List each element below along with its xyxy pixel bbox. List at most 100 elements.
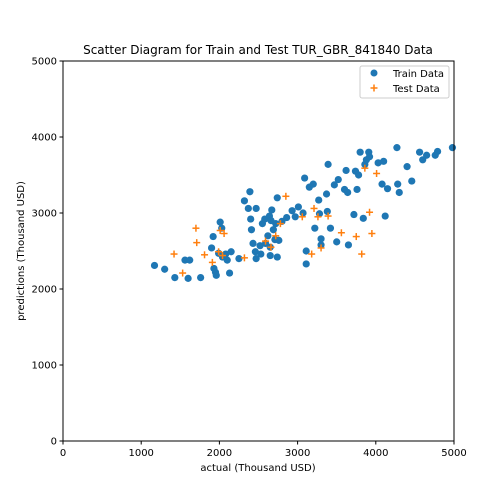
test-data-point [219,252,227,260]
train-data-point [315,196,323,204]
test-data-point [220,230,228,238]
x-axis-label: actual (Thousand USD) [200,463,315,474]
train-data-point [408,177,416,185]
train-data-point [252,255,260,263]
train-data-point [161,265,169,273]
train-data-point [225,269,234,277]
train-data-point [288,207,296,215]
train-data-point [294,203,302,211]
train-data-point [291,213,299,221]
train-data-point [322,190,331,198]
train-data-point [273,253,281,261]
train-data-point [323,207,331,216]
train-data-point [268,206,276,214]
train-data-point [344,241,353,249]
train-data-point [150,261,159,270]
test-data-point [314,213,322,221]
train-data-point [197,274,205,282]
test-data-point [276,220,284,228]
train-data-point [423,151,431,159]
test-data-point [216,226,224,234]
test-data-point [208,258,216,266]
train-data-point [223,256,231,264]
train-data-point [330,181,338,189]
train-data-point [317,235,325,243]
y-axis-label: predictions (Thousand USD) [16,181,27,321]
train-data-point [207,244,216,252]
train-data-point [184,274,192,282]
test-data-point [201,251,209,259]
y-tick-label: 1000 [32,361,57,372]
train-data-point [216,218,224,226]
chart-title: Scatter Diagram for Train and Test TUR_G… [83,43,433,57]
train-data-point [381,212,389,220]
train-data-point [171,274,179,282]
train-data-point [334,175,342,184]
train-data-point [326,224,335,232]
test-data-point [267,243,275,251]
train-data-point [244,204,252,213]
train-data-point [256,242,264,250]
train-data-point [227,248,235,256]
y-tick-label: 5000 [32,57,57,68]
train-data-point [354,171,363,179]
train-data-point [247,215,255,223]
train-data-point [333,238,341,246]
train-data-point [269,226,277,234]
legend: Train Data Test Data [359,65,450,99]
train-data-point [448,144,457,152]
train-data-point [247,226,256,234]
train-data-point [246,188,254,196]
train-data-point [212,271,220,279]
y-tick-label: 3000 [32,209,57,220]
x-tick-label: 0 [60,448,66,459]
x-tick-label: 2000 [207,448,232,459]
train-data-point [374,159,382,167]
plot-frame [62,60,455,442]
train-data-point [299,209,307,217]
legend-test-label: Test Data [392,84,440,95]
train-data-point [301,174,309,182]
train-data-point [309,180,317,188]
train-data-point [235,255,243,263]
y-tick-label: 2000 [32,285,57,296]
train-data-point [378,180,386,188]
train-data-point [252,204,260,213]
train-data-point [353,185,361,194]
train-data-point [395,188,403,197]
test-data-point [317,244,325,252]
train-data-point [251,248,259,256]
test-data-point [193,239,201,247]
train-data-point [257,250,265,258]
test-data-point [272,232,280,240]
test-data-point [324,212,332,220]
test-data-point [373,169,381,177]
x-tick-label: 5000 [441,448,466,459]
train-data-point [393,144,401,152]
train-data-point [273,194,281,202]
x-tick-label: 1000 [128,448,153,459]
data-points [150,144,457,282]
test-data-point [358,250,366,258]
x-tick-label: 3000 [285,448,310,459]
test-data-point [179,269,187,277]
y-tick-label: 0 [51,437,57,448]
train-data-point [350,210,358,219]
train-data-point [415,148,424,156]
train-data-point [186,256,194,264]
train-data-point [324,160,332,168]
test-data-point [298,213,306,221]
legend-train-label: Train Data [392,69,444,80]
legend-train-marker [370,69,378,77]
train-data-point [359,214,367,222]
train-data-point [394,180,402,188]
legend-box [359,65,450,99]
test-data-point [352,233,360,241]
test-data-point [170,250,178,258]
train-data-point [383,185,392,193]
train-data-point [283,213,291,222]
test-data-point [368,230,376,238]
test-data-point [192,224,200,232]
test-data-point [215,248,223,256]
x-tick-label: 4000 [363,448,388,459]
